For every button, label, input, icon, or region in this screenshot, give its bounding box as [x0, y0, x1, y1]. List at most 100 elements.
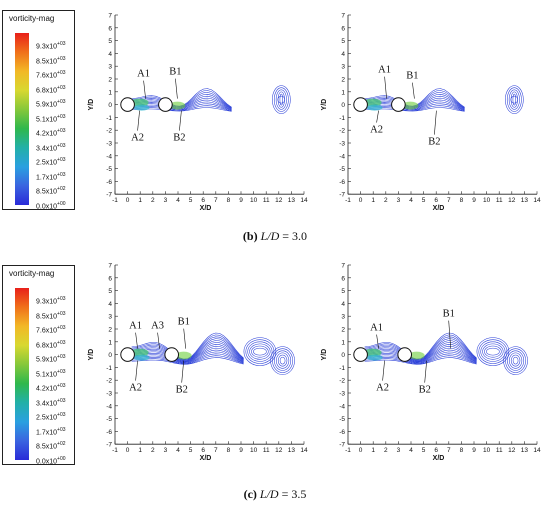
contour-line — [131, 353, 244, 364]
contour-line — [364, 357, 477, 365]
annotation-arrow — [181, 360, 184, 383]
caption-b: (b) L/D = 3.0 — [0, 229, 550, 244]
caption-ratio-value: = 3.5 — [278, 487, 307, 501]
colorbar-tick-label: 8.5x10+03 — [36, 55, 66, 65]
contour-line — [131, 355, 244, 365]
annotation-arrow — [135, 360, 138, 381]
y-tick-label: 1 — [341, 339, 345, 346]
x-axis-label: X/D — [200, 455, 212, 462]
x-tick-label: 4 — [409, 197, 413, 204]
y-tick-label: -4 — [106, 153, 112, 160]
y-tick-label: -1 — [106, 115, 112, 122]
caption-tag: (b) — [242, 229, 258, 243]
colorbar-tick-label: 2.5x10+03 — [36, 157, 66, 167]
colorbar-tick-label: 3.4x10+03 — [36, 142, 66, 152]
contour-line — [364, 345, 477, 363]
annotation-arrow — [376, 110, 379, 123]
vortex-contour — [276, 352, 290, 369]
y-tick-label: 4 — [108, 301, 112, 308]
annotation-label: B1 — [443, 309, 455, 320]
vortex-contour — [251, 345, 269, 358]
downstream-cylinder — [158, 97, 173, 112]
x-tick-label: 0 — [359, 197, 363, 204]
contour-line — [131, 357, 244, 365]
x-tick-label: 8 — [460, 447, 464, 454]
x-tick-label: 8 — [227, 197, 231, 204]
x-tick-label: -1 — [112, 447, 118, 454]
contour-line — [131, 349, 244, 363]
colorbar-tick-label: 6.8x10+03 — [36, 339, 66, 349]
y-tick-label: 1 — [108, 339, 112, 346]
y-tick-label: -6 — [106, 179, 112, 186]
x-tick-label: 2 — [384, 447, 388, 454]
x-tick-label: 8 — [227, 447, 231, 454]
legend-title: vorticity-mag — [9, 269, 55, 278]
y-tick-label: 1 — [108, 89, 112, 96]
x-tick-label: 2 — [151, 447, 155, 454]
x-tick-label: 6 — [434, 447, 438, 454]
x-tick-label: 14 — [300, 447, 308, 454]
annotation-arrow — [135, 332, 138, 349]
x-tick-label: 3 — [164, 197, 168, 204]
downstream-cylinder — [164, 347, 179, 362]
colorbar-tick-label: 6.8x10+03 — [36, 84, 66, 94]
annotation-label: B1 — [169, 67, 181, 78]
x-tick-label: 0 — [359, 447, 363, 454]
annotation-arrow — [143, 80, 146, 99]
x-tick-label: 9 — [472, 447, 476, 454]
vortex-contour — [279, 356, 286, 365]
upstream-cylinder — [353, 97, 368, 112]
y-tick-label: -2 — [339, 128, 345, 135]
contour-line — [364, 344, 477, 362]
x-tick-label: 11 — [263, 197, 270, 204]
y-tick-label: 1 — [341, 89, 345, 96]
colorbar-tick-label: 9.3x10+03 — [36, 296, 66, 306]
annotation-arrow — [412, 82, 415, 99]
contour-line — [131, 344, 244, 362]
x-tick-label: -1 — [112, 197, 118, 204]
y-tick-label: 5 — [341, 38, 345, 45]
annotation-label: B1 — [406, 71, 418, 82]
vortex-contour — [480, 341, 506, 362]
colorbar-legend-b: vorticity-mag 9.3x10+03 8.5x10+03 7.6x10+0… — [2, 10, 75, 210]
vortex-contour — [247, 341, 273, 362]
y-tick-label: 3 — [341, 64, 345, 71]
annotation-arrow — [157, 332, 160, 349]
vortex-contour — [509, 352, 523, 369]
caption-ratio-label: L/D — [259, 487, 279, 501]
y-tick-label: -2 — [339, 378, 345, 385]
y-tick-label: 2 — [108, 77, 112, 84]
colorbar-tick-label: 5.9x10+03 — [36, 354, 66, 364]
annotation-arrow — [434, 110, 437, 135]
x-tick-label: 5 — [422, 447, 426, 454]
colorbar-tick-label: 8.5x10+03 — [36, 310, 66, 320]
upstream-cylinder — [353, 347, 368, 362]
y-tick-label: -1 — [106, 365, 112, 372]
vortex-contour — [505, 348, 526, 373]
vortex-contour — [505, 85, 524, 114]
annotation-label: B2 — [173, 133, 185, 144]
vortex-contour — [503, 346, 528, 375]
y-tick-label: -4 — [339, 403, 345, 410]
wake-contours — [364, 332, 528, 375]
vorticity-patch — [169, 101, 186, 110]
x-tick-label: 6 — [201, 447, 205, 454]
colorbar-tick-label: 1.7x10+03 — [36, 426, 66, 436]
x-tick-label: 1 — [138, 197, 142, 204]
annotation-label: A1 — [137, 69, 150, 80]
colorbar-ticks: 9.3x10+03 8.5x10+03 7.6x10+03 6.8x10+03 5.9x… — [36, 33, 74, 210]
x-tick-label: 1 — [138, 447, 142, 454]
colorbar-legend-c: vorticity-mag 9.3x10+03 8.5x10+03 7.6x10+0… — [2, 265, 75, 465]
vortex-contour — [512, 356, 519, 365]
contour-line — [364, 347, 477, 363]
legend-title: vorticity-mag — [9, 14, 55, 23]
y-tick-label: 4 — [341, 51, 345, 58]
annotation-arrow — [179, 110, 182, 131]
y-tick-label: -5 — [339, 166, 345, 173]
y-tick-label: 6 — [108, 25, 112, 32]
y-axis-label: Y/D — [321, 99, 328, 111]
vortex-contour — [506, 87, 522, 112]
vortex-contour — [277, 95, 286, 104]
x-tick-label: 10 — [483, 447, 491, 454]
x-tick-label: 13 — [521, 197, 529, 204]
